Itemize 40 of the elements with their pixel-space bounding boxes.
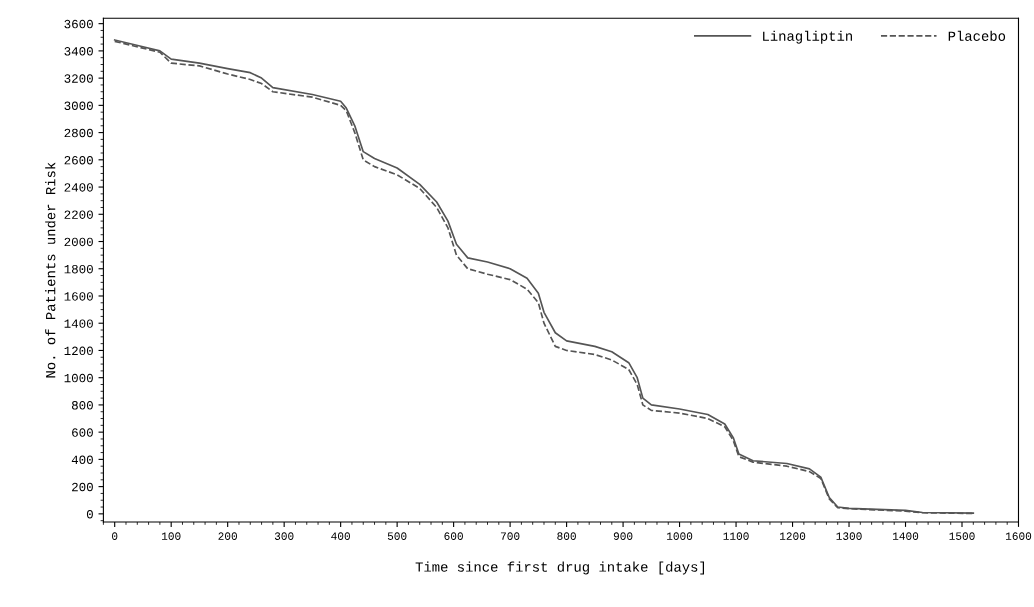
y-tick-label: 1800 bbox=[64, 264, 93, 274]
x-tick-label: 1400 bbox=[892, 532, 919, 540]
y-tick-label: 2200 bbox=[64, 210, 93, 219]
x-tick-label: 500 bbox=[387, 532, 407, 540]
legend-label: Placebo bbox=[948, 30, 1006, 41]
y-tick-label: 1200 bbox=[64, 346, 93, 356]
y-tick-label: 600 bbox=[72, 428, 93, 437]
y-axis-title: No. of Patients under Risk bbox=[45, 162, 56, 378]
y-tick-label: 200 bbox=[72, 482, 93, 492]
legend-label: Linagliptin bbox=[763, 30, 852, 44]
x-tick-label: 900 bbox=[613, 532, 633, 540]
y-tick-label: 2000 bbox=[64, 237, 93, 247]
x-tick-label: 1500 bbox=[949, 532, 975, 540]
x-tick-label: 300 bbox=[274, 532, 294, 540]
y-tick-label: 2800 bbox=[64, 128, 93, 138]
x-tick-label: 600 bbox=[444, 532, 463, 540]
x-tick-label: 400 bbox=[331, 532, 350, 540]
y-tick-label: 2400 bbox=[64, 183, 93, 192]
y-tick-label: 3200 bbox=[64, 74, 93, 83]
y-tick-label: 1400 bbox=[64, 319, 93, 328]
x-tick-label: 1100 bbox=[723, 532, 749, 540]
y-tick-label: 800 bbox=[71, 401, 93, 410]
y-tick-label: 3400 bbox=[64, 47, 93, 56]
x-tick-label: 100 bbox=[161, 532, 181, 540]
x-tick-label: 800 bbox=[557, 532, 576, 540]
y-tick-label: 1600 bbox=[64, 292, 93, 301]
x-tick-label: 0 bbox=[112, 532, 118, 540]
x-tick-label: 700 bbox=[500, 532, 520, 540]
y-tick-label: 1000 bbox=[64, 373, 93, 383]
y-tick-label: 3000 bbox=[64, 101, 93, 111]
y-tick-label: 2600 bbox=[64, 155, 93, 165]
y-tick-label: 400 bbox=[71, 455, 93, 465]
x-tick-label: 1300 bbox=[836, 532, 862, 540]
x-tick-label: 1200 bbox=[780, 532, 806, 540]
x-tick-label: 1600 bbox=[1005, 532, 1032, 540]
x-axis-title: Time since first drug intake [days] bbox=[415, 561, 704, 575]
y-tick-label: 0 bbox=[86, 510, 93, 519]
x-tick-label: 200 bbox=[218, 532, 237, 540]
y-tick-label: 3600 bbox=[64, 19, 93, 29]
x-tick-label: 1000 bbox=[667, 532, 693, 540]
